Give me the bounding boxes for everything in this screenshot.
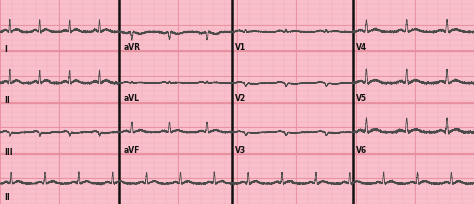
Text: V2: V2: [235, 94, 246, 103]
Text: aVR: aVR: [123, 43, 140, 52]
Text: V1: V1: [235, 43, 246, 52]
Text: aVL: aVL: [123, 94, 139, 103]
Text: V3: V3: [235, 145, 246, 154]
Text: II: II: [4, 96, 9, 105]
Text: V4: V4: [356, 43, 367, 52]
Text: V6: V6: [356, 145, 367, 154]
Text: aVF: aVF: [123, 145, 140, 154]
Text: I: I: [4, 45, 7, 54]
Text: V5: V5: [356, 94, 367, 103]
Text: III: III: [4, 147, 12, 156]
Text: II: II: [4, 192, 9, 201]
